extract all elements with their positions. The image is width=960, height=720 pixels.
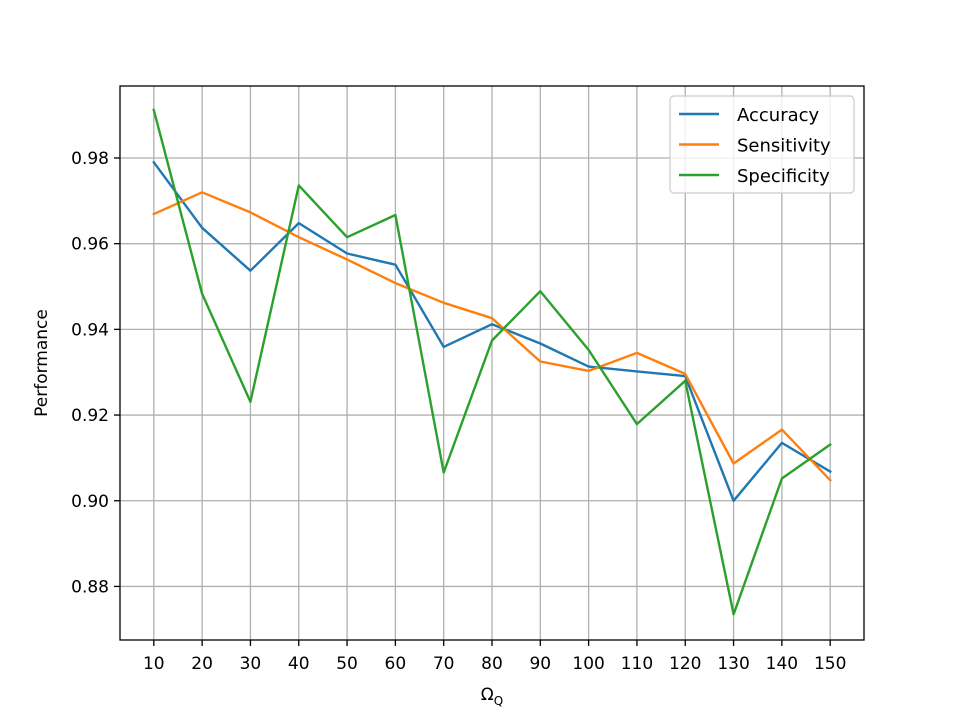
y-tick-label: 0.88 (71, 577, 109, 597)
legend: Accuracy Sensitivity Specificity (669, 95, 855, 194)
x-tick-label: 10 (143, 654, 165, 674)
x-tick-label: 80 (481, 654, 503, 674)
x-tick-label: 150 (814, 654, 846, 674)
x-tick-label: 20 (191, 654, 213, 674)
x-axis-label-subscript: Q (494, 694, 503, 708)
x-tick-label: 30 (240, 654, 262, 674)
x-axis-label-main: Ω (481, 685, 494, 705)
x-axis-label: ΩQ (481, 685, 503, 708)
x-tick-label: 50 (336, 654, 358, 674)
x-tick-label: 100 (572, 654, 604, 674)
x-tick-label: 60 (385, 654, 407, 674)
y-tick-label: 0.96 (71, 235, 109, 255)
y-tick-label: 0.98 (71, 149, 109, 169)
series-line-specificity (152, 108, 832, 616)
x-tick-label: 130 (717, 654, 749, 674)
y-tick-label: 0.94 (71, 320, 109, 340)
series-lines (152, 108, 832, 616)
y-axis-ticks: 0.88 0.90 0.92 0.94 0.96 0.98 (71, 149, 120, 597)
x-tick-label: 40 (288, 654, 310, 674)
x-tick-label: 70 (433, 654, 455, 674)
y-tick-label: 0.90 (71, 492, 109, 512)
series-line-accuracy (152, 160, 832, 502)
x-tick-label: 140 (766, 654, 798, 674)
legend-label-sensitivity: Sensitivity (737, 136, 831, 157)
grid (120, 86, 864, 640)
legend-label-specificity: Specificity (737, 166, 830, 187)
legend-box (669, 95, 855, 194)
y-axis-label: Performance (32, 309, 52, 417)
x-axis-ticks: 10 20 30 40 50 60 70 80 90 100 110 120 130 140 150 (143, 640, 846, 674)
y-tick-label: 0.92 (71, 406, 109, 426)
x-tick-label: 120 (669, 654, 701, 674)
x-tick-label: 110 (621, 654, 653, 674)
legend-label-accuracy: Accuracy (737, 105, 820, 126)
x-tick-label: 90 (529, 654, 551, 674)
series-line-sensitivity (152, 191, 832, 482)
